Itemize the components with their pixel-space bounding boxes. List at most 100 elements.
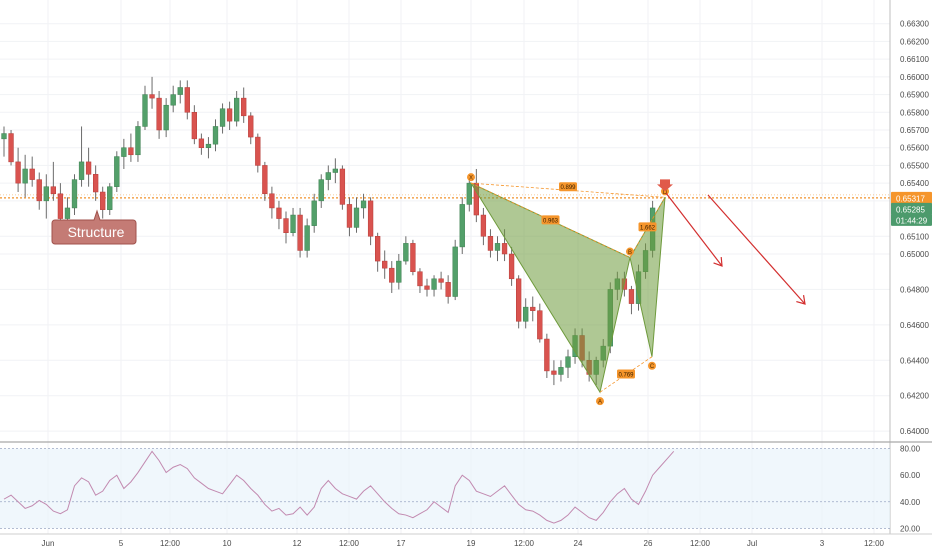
candle (93, 174, 99, 193)
candle (297, 214, 303, 251)
pattern-ratio-label: 0.899 (560, 185, 576, 191)
candle (290, 214, 296, 233)
sell-signal-icon (657, 179, 673, 192)
time-tick-label: 10 (223, 539, 232, 548)
candle (205, 143, 212, 148)
candle (508, 253, 515, 280)
candle (544, 338, 550, 372)
time-tick-label: Jul (747, 539, 757, 548)
candle (424, 285, 430, 290)
candle (128, 147, 134, 156)
price-tick-label: 0.65500 (900, 161, 929, 170)
candle (15, 161, 21, 184)
candle (445, 282, 451, 297)
candle (262, 165, 268, 195)
candle (283, 218, 289, 233)
candle (487, 236, 494, 251)
structure-callout[interactable]: Structure (51, 209, 137, 245)
pattern-point-label: B (628, 250, 632, 256)
rsi-tick-label: 60.00 (900, 471, 921, 480)
candle (537, 310, 543, 340)
candle (551, 370, 557, 375)
callout-box (51, 209, 137, 245)
candle (318, 179, 324, 202)
price-tick-label: 0.64000 (900, 427, 929, 436)
pattern-point-label: X (469, 176, 473, 182)
price-tick-label: 0.66100 (900, 55, 929, 64)
projection-arrow-line (665, 192, 723, 267)
pattern-ratio-bg (541, 215, 560, 225)
candle (71, 179, 78, 209)
grid (0, 0, 890, 534)
callout-text: Structure (68, 224, 125, 240)
candle (50, 186, 57, 195)
pattern-ratio-bg (638, 222, 657, 232)
candle (212, 126, 219, 145)
time-tick-label: 24 (574, 539, 583, 548)
candle (191, 112, 197, 140)
candle (8, 133, 14, 163)
candle (248, 115, 254, 138)
candle (184, 87, 190, 113)
pattern-ratio-bg (617, 369, 635, 379)
candle (121, 147, 127, 157)
candle (198, 138, 205, 148)
candle (565, 356, 571, 368)
countdown-tag-bg (891, 213, 932, 226)
price-axis-background (890, 0, 932, 550)
candle (100, 191, 106, 210)
candle (325, 172, 331, 180)
candle (22, 168, 28, 184)
candle (452, 246, 458, 297)
harmonic-pattern: X A B C D 0.899 0.963 1.662 0.769 (467, 173, 673, 406)
price-tick-label: 0.64600 (900, 321, 929, 330)
candle (346, 204, 353, 228)
price-tick-label: 0.65400 (900, 179, 929, 188)
pattern-point-label: C (650, 364, 655, 370)
rsi-tick-label: 20.00 (900, 524, 921, 533)
candle (339, 168, 346, 205)
candle (1, 133, 7, 140)
pattern-point-label: A (598, 400, 602, 406)
time-tick-label: 5 (119, 539, 124, 548)
price-tick-label: 0.65600 (900, 144, 929, 153)
candle (382, 260, 388, 269)
candle (403, 243, 409, 262)
candle (360, 200, 367, 209)
candle (177, 87, 183, 95)
pattern-ratio-label: 0.769 (618, 372, 634, 378)
time-tick-label: Jun (42, 539, 55, 548)
rsi-tick-label: 80.00 (900, 445, 921, 454)
time-tick-label: 12:00 (339, 539, 360, 548)
pattern-ratio-line (629, 197, 666, 258)
candle (410, 243, 416, 272)
candle (389, 267, 395, 283)
time-tick-label: 12:00 (690, 539, 711, 548)
candle (530, 306, 536, 311)
pattern-ratio-label: 1.662 (640, 225, 656, 231)
candle (332, 168, 339, 173)
price-tick-label: 0.65900 (900, 91, 929, 100)
candle (149, 94, 155, 99)
price-axis: 0.64000 0.64200 0.64400 0.64600 0.64800 0.650… (889, 0, 932, 550)
price-tick-label: 0.65700 (900, 126, 929, 135)
candle (29, 168, 35, 180)
candle (438, 278, 444, 283)
candle (57, 193, 64, 219)
candle (353, 207, 360, 228)
candle (494, 243, 501, 251)
pattern-point-label: D (663, 190, 668, 196)
price-tick-label: 0.66300 (900, 20, 929, 29)
candle (135, 126, 141, 156)
candle (226, 108, 233, 122)
candle (367, 200, 374, 237)
candle (241, 97, 247, 117)
candle (255, 136, 261, 166)
time-tick-label: 19 (467, 539, 476, 548)
pattern-point-marker (648, 361, 656, 370)
candle (64, 207, 71, 219)
candle (516, 278, 522, 322)
candle (43, 186, 49, 202)
